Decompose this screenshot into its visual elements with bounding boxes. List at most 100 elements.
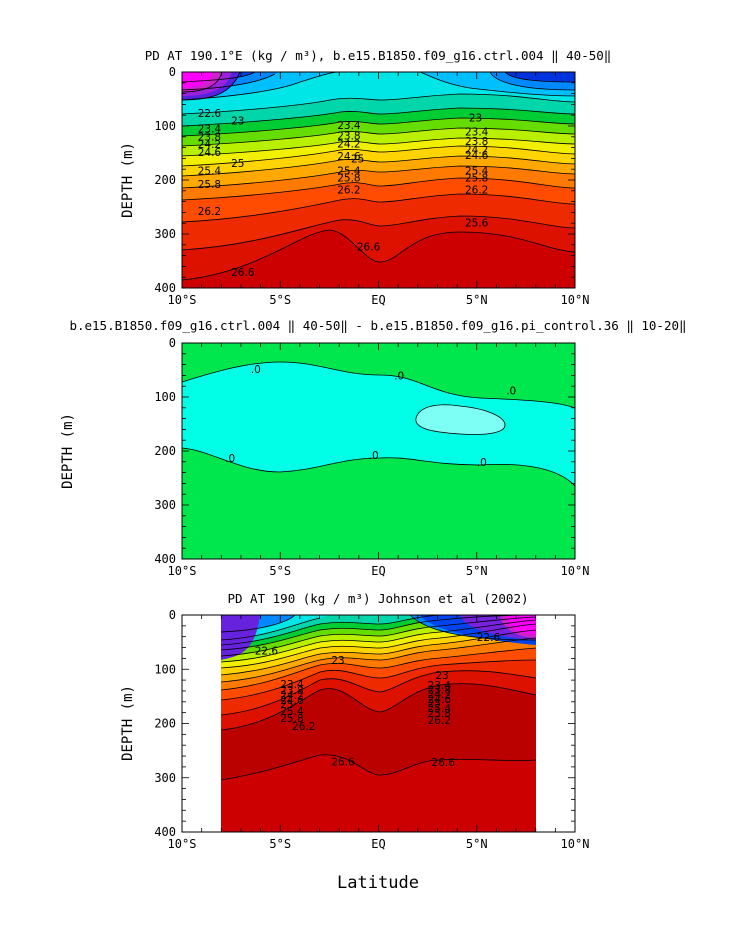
panel-3-contour-labels: 22.62323.423.824.224.62525.425.826.226.6…	[255, 632, 501, 769]
figure-xlabel: Latitude	[337, 873, 419, 893]
y-tick-label: 400	[154, 281, 176, 295]
contour-label: 25	[280, 699, 293, 711]
contour-label: 26.2	[292, 721, 315, 733]
contour-label: 23	[331, 655, 344, 667]
contour-label: 24.6	[465, 150, 489, 162]
contour-label: .0	[251, 364, 261, 376]
y-tick-label: 300	[154, 771, 176, 785]
contour-label: 24.2	[337, 139, 360, 151]
y-tick-label: 300	[154, 498, 176, 512]
contour-label: 26.6	[331, 756, 355, 768]
contour-label: 24.2	[465, 145, 488, 157]
panel-1-contour-field: 22.62323.423.824.224.62525.425.826.226.6…	[182, 72, 575, 288]
contour-label: 23.8	[280, 685, 303, 697]
contour-label: 24.2	[428, 689, 451, 701]
contour-label: 22.6	[255, 646, 279, 658]
panel-1-y-ticks: 0 100 200 300 400	[154, 65, 575, 295]
panel-3-contour-field: 22.62323.423.824.224.62525.425.826.226.6…	[221, 615, 536, 832]
panel-3-x-ticks: 10°S 5°S EQ 5°N 10°N	[168, 615, 590, 851]
contour-label: 25.4	[465, 166, 489, 178]
contour-label: 25.4	[428, 703, 452, 715]
panel-1-title: PD AT 190.1°E (kg / m³), b.e15.B1850.f09…	[145, 48, 612, 63]
panel-3-ylabel: DEPTH (m)	[120, 685, 136, 761]
contour-label: 24.2	[198, 139, 221, 151]
y-tick-label: 0	[169, 608, 176, 622]
panel-2: b.e15.B1850.f09_g16.ctrl.004 ‖ 40-50‖ - …	[60, 318, 687, 578]
x-tick-label: 5°N	[466, 564, 488, 578]
contour-label: 26.2	[198, 206, 221, 218]
contour-label: 26.6	[357, 242, 381, 254]
panel-2-contour-field: .0 .0 .0 .0 .0 .0	[182, 343, 575, 559]
contour-label: .0	[477, 457, 487, 469]
contour-label: 25	[231, 158, 244, 170]
contour-label: 24.6	[198, 147, 222, 159]
x-tick-label: 5°S	[269, 293, 291, 307]
contour-label: 25.6	[465, 217, 489, 229]
contour-label: 24.6	[337, 151, 361, 163]
contour-label: 23	[435, 670, 448, 682]
contour-label: 23.4	[337, 120, 361, 132]
contour-label: .0	[394, 371, 404, 383]
x-tick-label: EQ	[371, 837, 385, 851]
contour-label: 25.4	[198, 166, 222, 178]
y-tick-label: 0	[169, 336, 176, 350]
panel-3-y-ticks: 0 100 200 300 400	[154, 608, 575, 839]
x-tick-label: 10°N	[561, 293, 590, 307]
y-tick-label: 100	[154, 390, 176, 404]
y-tick-label: 100	[154, 662, 176, 676]
y-tick-label: 200	[154, 444, 176, 458]
contour-label: 25	[351, 154, 364, 166]
panel-2-y-ticks: 0 100 200 300 400	[154, 336, 575, 566]
panel-3: PD AT 190 (kg / m³) Johnson et al (2002)	[120, 591, 589, 851]
contour-label: 25.8	[198, 179, 221, 191]
x-tick-label: 5°N	[466, 837, 488, 851]
contour-label: 23	[231, 115, 244, 127]
y-tick-label: 100	[154, 119, 176, 133]
x-tick-label: EQ	[371, 293, 385, 307]
x-tick-label: 10°N	[561, 837, 590, 851]
contour-label: 23.4	[280, 679, 304, 691]
panel-1-ylabel: DEPTH (m)	[120, 142, 136, 218]
panel-3-title: PD AT 190 (kg / m³) Johnson et al (2002)	[227, 591, 528, 606]
x-tick-label: EQ	[371, 564, 385, 578]
x-tick-label: 10°N	[561, 564, 590, 578]
contour-label: 24.2	[280, 690, 303, 702]
contour-label: 26.2	[337, 185, 360, 197]
contour-label: 24.6	[280, 695, 304, 707]
y-tick-label: 400	[154, 552, 176, 566]
contour-label: 25.4	[337, 166, 361, 178]
x-tick-label: 5°S	[269, 837, 291, 851]
contour-label: 26.2	[465, 185, 488, 197]
contour-label: 26.6	[432, 757, 456, 769]
contour-label: 26.6	[231, 267, 255, 279]
x-tick-label: 10°S	[168, 564, 197, 578]
y-tick-label: 200	[154, 173, 176, 187]
contour-label: 25.8	[428, 708, 451, 720]
contour-label: 23.4	[198, 123, 222, 135]
contour-label: 23.8	[428, 685, 451, 697]
contour-label: 26.2	[428, 715, 451, 727]
contour-label: 23.8	[337, 131, 360, 143]
contour-label: 25.4	[280, 706, 304, 718]
contour-label: 23.4	[428, 680, 452, 692]
y-tick-label: 300	[154, 227, 176, 241]
y-tick-label: 400	[154, 825, 176, 839]
contour-label: .0	[225, 453, 235, 465]
y-tick-label: 200	[154, 717, 176, 731]
x-tick-label: 5°S	[269, 564, 291, 578]
contour-label: 25.8	[337, 173, 360, 185]
contour-label: 23.8	[198, 132, 221, 144]
panel-2-x-ticks: 10°S 5°S EQ 5°N 10°N	[168, 343, 590, 578]
contour-label: .0	[369, 450, 379, 462]
contour-label: 22.6	[198, 108, 222, 120]
contour-label: 23	[469, 113, 482, 125]
x-tick-label: 10°S	[168, 837, 197, 851]
contour-label: 23.8	[465, 136, 488, 148]
x-tick-label: 5°N	[466, 293, 488, 307]
panel-2-ylabel: DEPTH (m)	[60, 413, 76, 489]
contour-label: .0	[506, 385, 516, 397]
y-tick-label: 0	[169, 65, 176, 79]
panel-1-x-ticks: 10°S 5°S EQ 5°N 10°N	[168, 72, 590, 307]
panel-2-contour-labels: .0 .0 .0 .0 .0 .0	[225, 364, 516, 469]
